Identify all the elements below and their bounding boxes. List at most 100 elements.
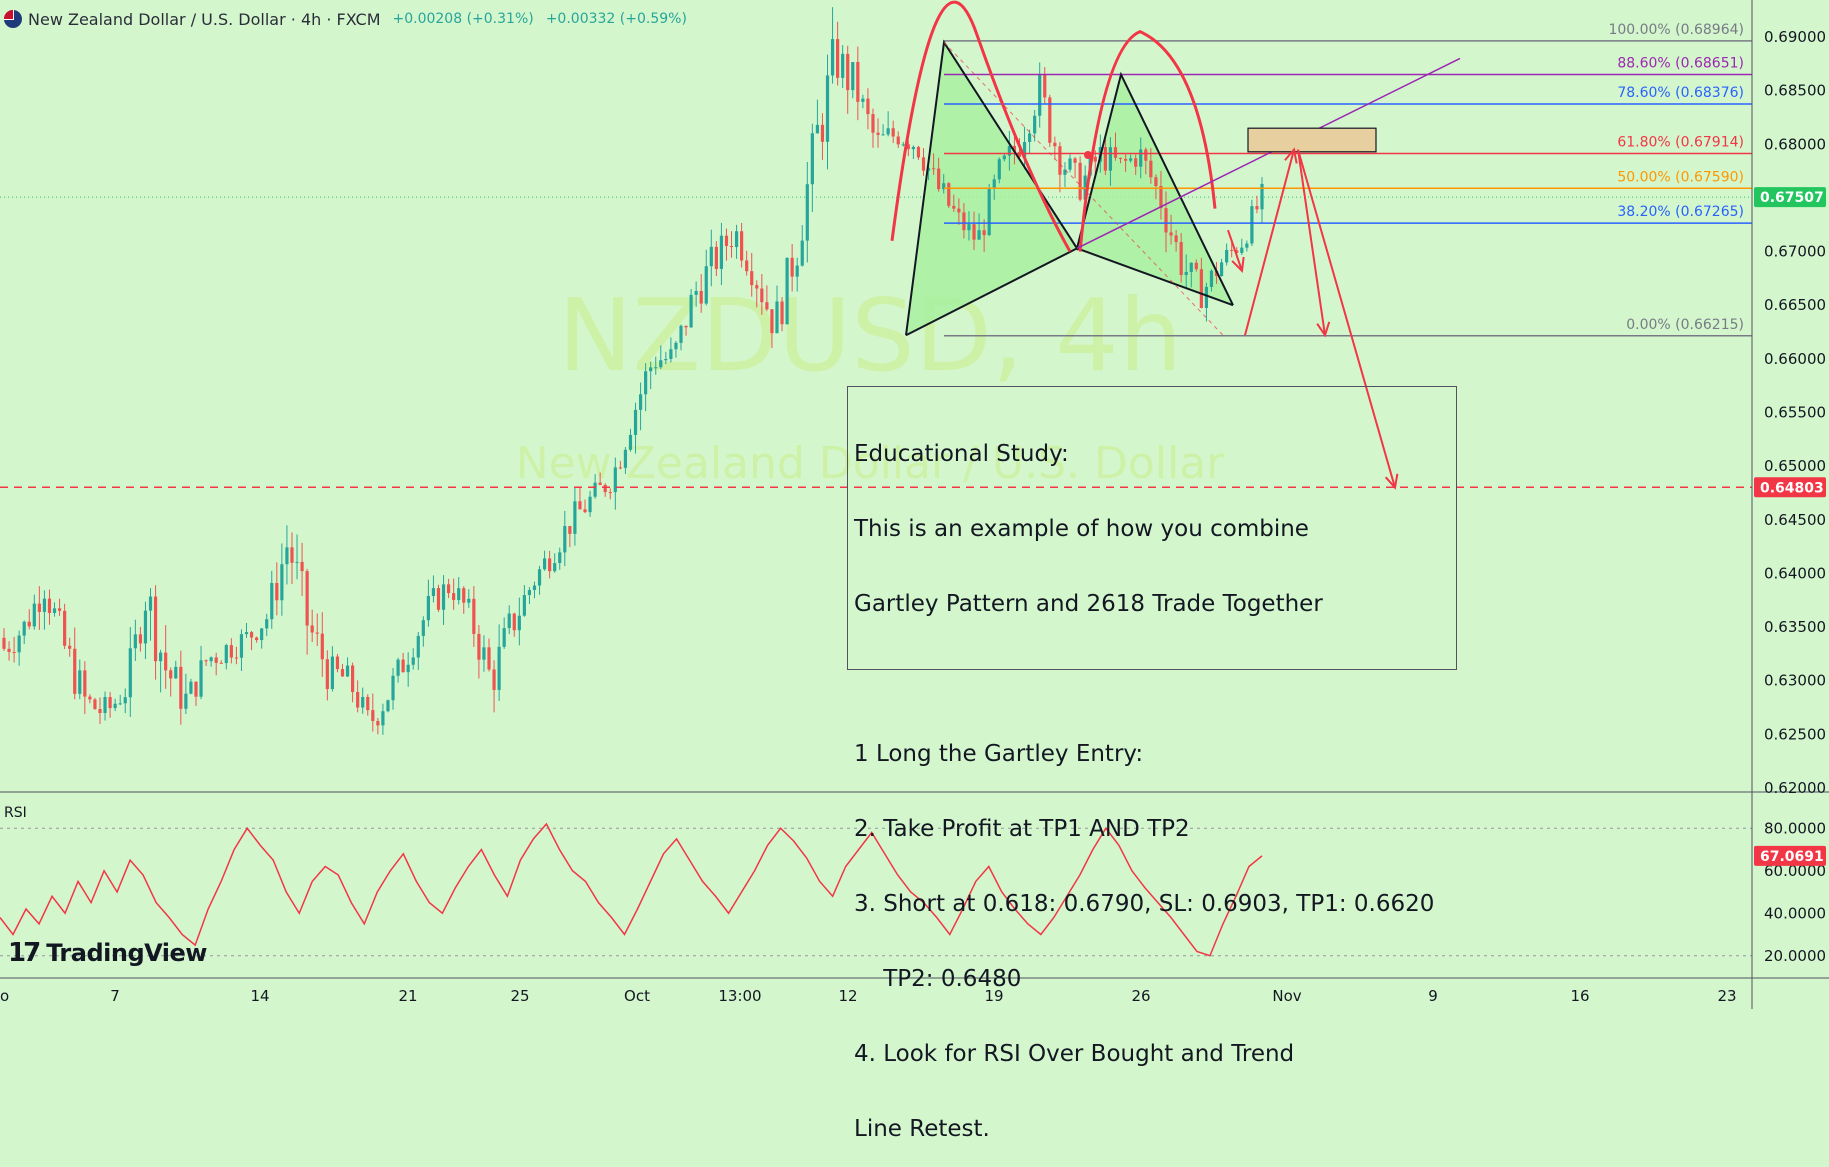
candle-body [542, 558, 547, 570]
candle-body [841, 53, 845, 78]
candle-body [497, 646, 501, 690]
candle-body [345, 665, 350, 677]
candle-body [275, 582, 279, 601]
candle-body [88, 696, 92, 700]
candle-body [522, 595, 526, 616]
candle-body [1245, 243, 1249, 248]
candle-body [770, 309, 774, 334]
long-arrow-head [1284, 147, 1298, 164]
candle-body [1169, 232, 1173, 236]
candle-body [189, 681, 193, 694]
rsi-value-label: 67.0691 [1760, 849, 1824, 865]
candle-body [674, 342, 678, 350]
candle-body [785, 257, 789, 325]
xad-dashed-line [943, 42, 1224, 336]
candle-body [962, 212, 966, 231]
candle-body [244, 632, 249, 635]
candle-body [356, 691, 360, 708]
candle-body [32, 603, 36, 627]
rsi-line [0, 822, 1263, 957]
current-price-label: 0.67507 [1760, 190, 1824, 206]
candle-body [502, 628, 506, 647]
tradingview-mark-icon: 17 [8, 938, 41, 968]
candle-body [704, 266, 708, 304]
candle-body [932, 168, 936, 170]
candle-body [63, 610, 67, 646]
candle-body [1199, 269, 1203, 308]
candle-body [472, 598, 476, 634]
candle-body [209, 657, 213, 662]
candle-body [411, 657, 415, 665]
note-line: 1 Long the Gartley Entry: [854, 741, 1144, 767]
price-tick-label: 0.67000 [1764, 243, 1826, 261]
candle-body [426, 595, 430, 621]
candle-body [457, 588, 461, 601]
double-top-arc-left [890, 0, 1072, 253]
candle-body [123, 697, 127, 704]
candle-body [83, 670, 87, 697]
candle-body [2, 637, 6, 649]
candle-body [684, 325, 688, 328]
candle-body [921, 157, 926, 171]
candle-body [694, 290, 698, 295]
candle-body [148, 596, 153, 611]
candle-body [724, 235, 729, 246]
time-tick-label: Oct [624, 987, 650, 1005]
candle-body [871, 114, 875, 133]
rsi-tick-label: 60.0000 [1764, 862, 1826, 880]
candle-body [68, 645, 72, 649]
note-line: This is an example of how you combine [854, 516, 1309, 542]
price-tick-label: 0.65500 [1764, 404, 1826, 422]
candle-body [133, 634, 137, 649]
price-tick-label: 0.63500 [1764, 618, 1826, 636]
candle-body [421, 620, 425, 636]
candle-body [224, 645, 228, 664]
candle-body [159, 652, 163, 662]
fib-level-label: 100.00% (0.68964) [1608, 22, 1744, 38]
candle-body [164, 652, 168, 671]
candle-body [1038, 75, 1042, 116]
candle-body [1219, 262, 1224, 277]
time-tick-label: 13:00 [718, 987, 761, 1005]
double-top-arc-right [1078, 30, 1217, 252]
candle-body [416, 635, 420, 658]
candle-body [477, 633, 481, 660]
fib-level-label: 88.60% (0.68651) [1617, 55, 1744, 71]
candle-body [239, 634, 244, 658]
candle-body [249, 632, 254, 638]
candle-body [1068, 158, 1072, 170]
tp1-arrow-head [1316, 321, 1331, 338]
candle-body [790, 257, 794, 277]
candle-body [184, 693, 188, 709]
target-price-label: 0.64803 [1760, 480, 1824, 496]
candle-body [1260, 183, 1264, 210]
candle-body [573, 501, 577, 534]
candle-body [1078, 162, 1082, 200]
candle-body [270, 582, 274, 620]
price-tick-label: 0.62000 [1764, 779, 1826, 797]
candle-body [805, 184, 809, 241]
candle-body [204, 660, 208, 662]
candle-body [1179, 242, 1183, 276]
tp1-arrow [1297, 149, 1326, 336]
tradingview-logo[interactable]: 17 TradingView [8, 938, 207, 968]
candle-body [780, 301, 784, 325]
candle-body [78, 670, 82, 694]
note-line: Gartley Pattern and 2618 Trade Together [854, 591, 1323, 617]
candle-body [1240, 247, 1244, 253]
candle-body [896, 136, 900, 145]
candle-body [305, 571, 309, 626]
change-value: +0.00208 (+0.31%) [392, 11, 534, 27]
price-tick-label: 0.62500 [1764, 725, 1826, 743]
candle-body [507, 613, 511, 629]
gartley-bcd-fill [1077, 74, 1233, 306]
candle-body [1108, 147, 1113, 171]
note-line: 2. Take Profit at TP1 AND TP2 [854, 816, 1190, 842]
fib-level-label: 50.00% (0.67590) [1617, 169, 1744, 185]
time-tick-label: 12 [838, 987, 857, 1005]
candle-body [138, 634, 143, 644]
candle-body [679, 325, 683, 343]
candle-body [664, 358, 668, 361]
candle-body [750, 271, 754, 286]
